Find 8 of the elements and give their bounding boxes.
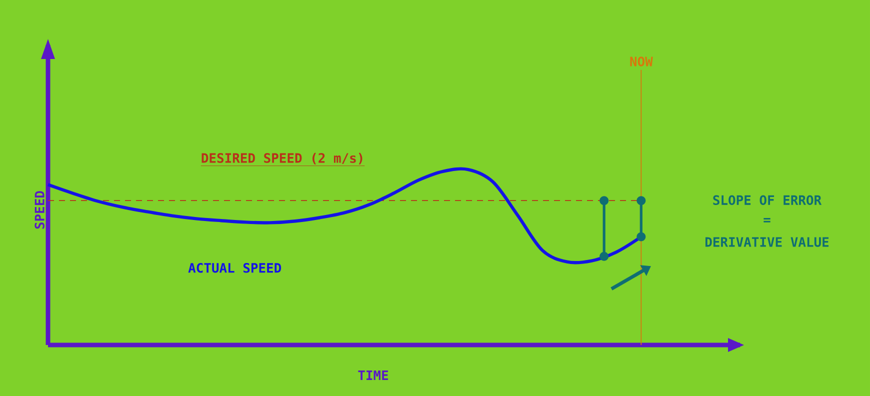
text: = [764,218,770,222]
annotation: DERIVATIVE VALUE [705,237,829,247]
text: ACTUAL SPEED [188,263,282,273]
text: NOW [630,56,653,66]
x-axis-title: TIME [358,370,388,380]
y-axis-title: SPEED [34,191,44,229]
ref-line-label: DESIRED SPEED (2 m/s) [202,152,362,164]
annotation: SLOPE OF ERROR [713,195,822,205]
